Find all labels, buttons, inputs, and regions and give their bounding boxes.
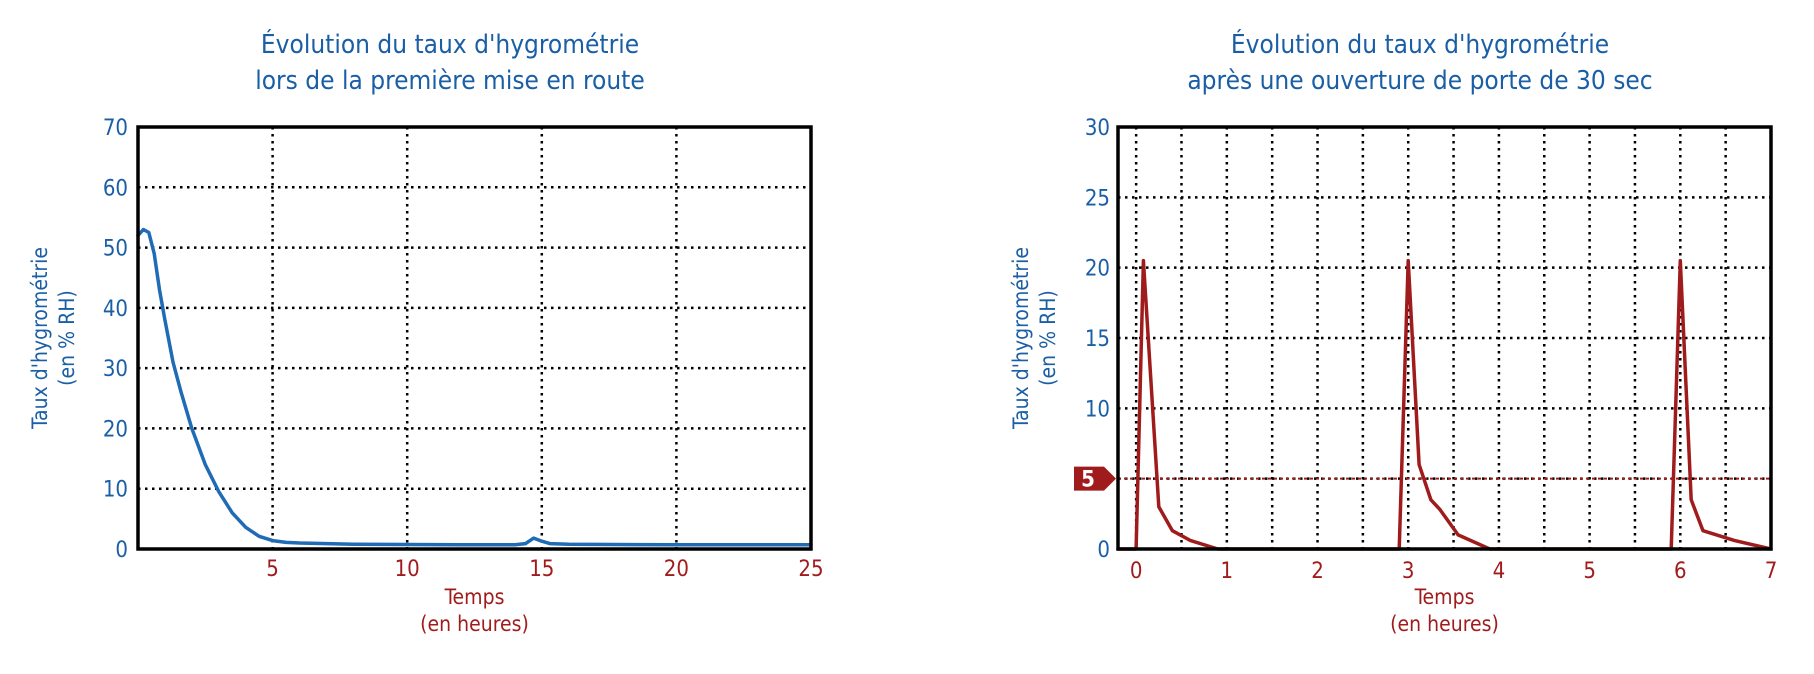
- chart-1-y-tick-label: 50: [103, 237, 128, 262]
- chart-2-threshold-label: 5: [1081, 468, 1095, 493]
- chart-1-y-axis-label: Taux d'hygrométrie: [28, 247, 52, 430]
- chart-2-plot-frame: [1116, 125, 1773, 551]
- chart-2-y-tick-label: 25: [1085, 186, 1110, 211]
- chart-2-y-tick-label: 20: [1085, 257, 1110, 282]
- chart-2-title-line-2: après une ouverture de porte de 30 sec: [1187, 66, 1653, 96]
- chart-1-y-tick-label: 10: [103, 478, 128, 503]
- chart-1-x-tick-label: 20: [664, 557, 689, 582]
- chart-2-x-tick-label: 3: [1402, 559, 1415, 584]
- chart-1-x-axis-label: Temps: [444, 585, 505, 609]
- chart-2-title: Évolution du taux d'hygrométrie après un…: [1170, 27, 1670, 99]
- chart-1-x-tick-label: 15: [529, 557, 554, 582]
- chart-2-threshold-marker: [1074, 466, 1116, 491]
- chart-2-y-tick-label: 30: [1085, 116, 1110, 141]
- chart-1-y-tick-label: 70: [103, 116, 128, 141]
- chart-2-x-tick-label: 0: [1130, 559, 1143, 584]
- chart-2-y-tick-label: 0: [1097, 538, 1110, 563]
- chart-2: 5 0 10 15 20 25 30 0 1 2 3 4 5 6 7 Temps (en heures) Taux…: [1009, 116, 1777, 636]
- chart-2-x-tick-label: 5: [1583, 559, 1596, 584]
- chart-1-plot-frame: [136, 125, 813, 551]
- chart-2-x-axis-label: Temps: [1414, 585, 1475, 609]
- chart-2-x-tick-label: 1: [1221, 559, 1234, 584]
- chart-1-x-tick-label: 10: [395, 557, 420, 582]
- chart-2-y-axis-label: Taux d'hygrométrie: [1009, 247, 1033, 430]
- chart-1-series-line: [136, 227, 813, 547]
- chart-2-series-line: [1116, 258, 1773, 551]
- chart-1-y-axis-label: (en % RH): [55, 290, 79, 386]
- chart-1-y-tick-label: 60: [103, 176, 128, 201]
- chart-2-x-tick-label: 6: [1674, 559, 1687, 584]
- chart-2-x-axis-label: (en heures): [1390, 612, 1499, 636]
- chart-2-x-tick-label: 2: [1311, 559, 1324, 584]
- chart-2-y-tick-label: 15: [1085, 327, 1110, 352]
- chart-1-x-tick-label: 25: [798, 557, 823, 582]
- chart-1-x-axis-label: (en heures): [420, 612, 529, 636]
- chart-1: 0 10 20 30 40 50 60 70 5 10 15 20 25 Temps (en heures)…: [28, 116, 824, 636]
- chart-1-title: Évolution du taux d'hygrométrie lors de …: [230, 27, 670, 99]
- chart-2-x-tick-label: 7: [1765, 559, 1778, 584]
- chart-2-y-tick-label: 10: [1085, 397, 1110, 422]
- chart-1-x-tick-label: 5: [266, 557, 279, 582]
- chart-1-y-tick-label: 20: [103, 417, 128, 442]
- chart-2-y-axis-label: (en % RH): [1036, 290, 1060, 386]
- chart-1-y-tick-label: 30: [103, 357, 128, 382]
- chart-1-y-tick-label: 0: [115, 538, 128, 563]
- chart-2-x-tick-label: 4: [1493, 559, 1506, 584]
- chart-1-y-tick-label: 40: [103, 297, 128, 322]
- chart-1-title-line-2: lors de la première mise en route: [255, 66, 645, 96]
- chart-1-title-line-1: Évolution du taux d'hygrométrie: [260, 30, 640, 60]
- chart-2-title-line-1: Évolution du taux d'hygrométrie: [1230, 30, 1610, 60]
